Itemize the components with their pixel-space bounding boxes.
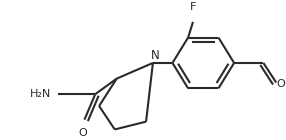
- Text: O: O: [277, 80, 285, 89]
- Text: N: N: [150, 49, 159, 62]
- Text: H₂N: H₂N: [30, 89, 51, 99]
- Text: O: O: [78, 128, 87, 137]
- Text: F: F: [190, 2, 196, 12]
